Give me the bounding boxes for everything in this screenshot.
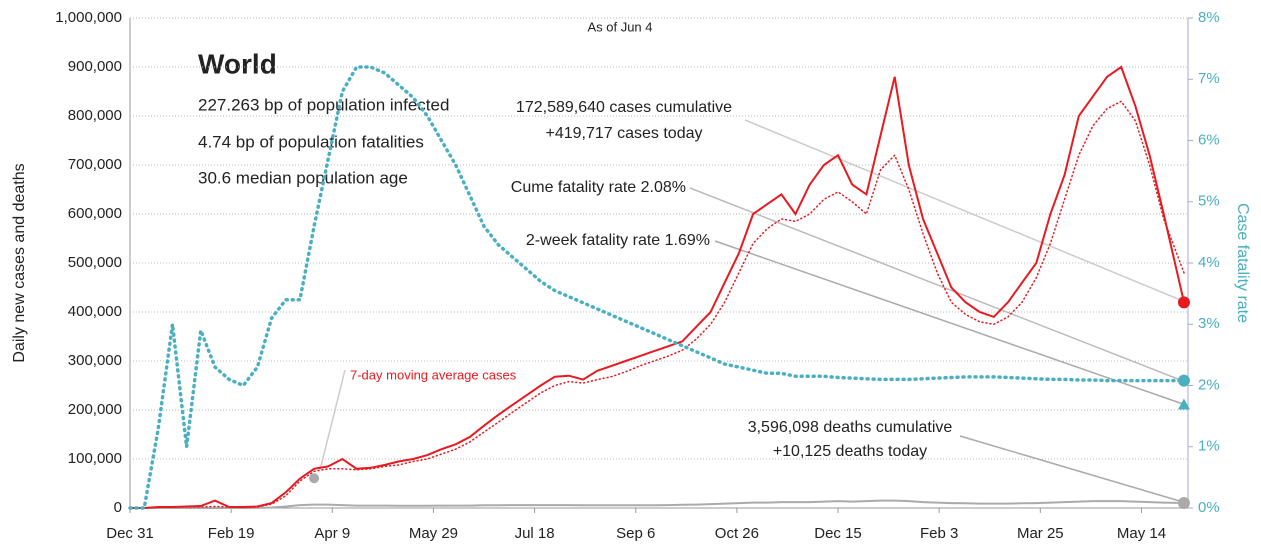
leader-line <box>689 187 1184 382</box>
end-marker <box>1177 296 1190 309</box>
y-tick-label: 600,000 <box>68 205 122 222</box>
x-tick-label: Dec 15 <box>814 525 862 542</box>
y2-tick-label: 7% <box>1198 70 1220 87</box>
stat: 227.263 bp of population infected <box>198 95 449 114</box>
x-tick-label: Jul 18 <box>515 525 555 542</box>
x-tick-label: May 29 <box>409 525 458 542</box>
x-tick-label: Feb 3 <box>920 525 958 542</box>
end-marker <box>1177 374 1190 387</box>
annotation: 2-week fatality rate 1.69% <box>526 232 710 249</box>
y2-tick-label: 3% <box>1198 315 1220 332</box>
annotation: +419,717 cases today <box>545 125 702 142</box>
end-marker <box>1177 398 1190 410</box>
stat: 4.74 bp of population fatalities <box>198 132 424 151</box>
y-tick-label: 900,000 <box>68 58 122 75</box>
series-line <box>130 499 1185 509</box>
y-tick-label: 500,000 <box>68 254 122 271</box>
y-tick-label: 400,000 <box>68 303 122 320</box>
x-tick-label: Sep 6 <box>616 525 655 542</box>
stat: 30.6 median population age <box>198 168 408 187</box>
x-tick-label: Oct 26 <box>715 525 759 542</box>
x-tick-label: Feb 19 <box>208 525 255 542</box>
leader-line <box>319 369 346 471</box>
annotation: Cume fatality rate 2.08% <box>511 179 686 196</box>
series-line <box>129 100 1185 509</box>
annotation: 172,589,640 cases cumulative <box>516 99 732 116</box>
y-tick-label: 200,000 <box>68 401 122 418</box>
y-tick-label: 300,000 <box>68 352 122 369</box>
chart-title: World <box>198 48 277 79</box>
leader-line <box>959 435 1184 503</box>
y2-tick-label: 5% <box>1198 193 1220 210</box>
y2-tick-label: 8% <box>1198 9 1220 26</box>
y-tick-label: 700,000 <box>68 156 122 173</box>
annotation: +10,125 deaths today <box>773 443 927 460</box>
chart-subtitle: As of Jun 4 <box>587 19 652 34</box>
y2-tick-label: 2% <box>1198 376 1220 393</box>
leader-line <box>714 240 1184 405</box>
y2-axis-title: Case fatality rate <box>1234 203 1251 323</box>
y2-tick-label: 6% <box>1198 131 1220 148</box>
y-tick-label: 1,000,000 <box>55 9 122 26</box>
annotation: 3,596,098 deaths cumulative <box>748 419 953 436</box>
x-tick-label: Mar 25 <box>1017 525 1064 542</box>
y2-tick-label: 4% <box>1198 254 1220 271</box>
series-label: 7-day moving average cases <box>350 367 517 382</box>
x-tick-label: May 14 <box>1117 525 1166 542</box>
y2-tick-label: 0% <box>1198 499 1220 516</box>
y-tick-label: 800,000 <box>68 107 122 124</box>
y-tick-label: 100,000 <box>68 450 122 467</box>
y-axis-title: Daily new cases and deaths <box>11 163 28 362</box>
y-tick-label: 0 <box>114 499 122 516</box>
end-marker <box>1177 497 1190 510</box>
y2-tick-label: 1% <box>1198 438 1220 455</box>
series-line <box>130 65 1185 509</box>
leader-line <box>744 119 1184 302</box>
x-tick-label: Dec 31 <box>106 525 154 542</box>
x-tick-label: Apr 9 <box>314 525 350 542</box>
callout-marker <box>309 473 320 484</box>
series-line <box>128 65 1186 510</box>
